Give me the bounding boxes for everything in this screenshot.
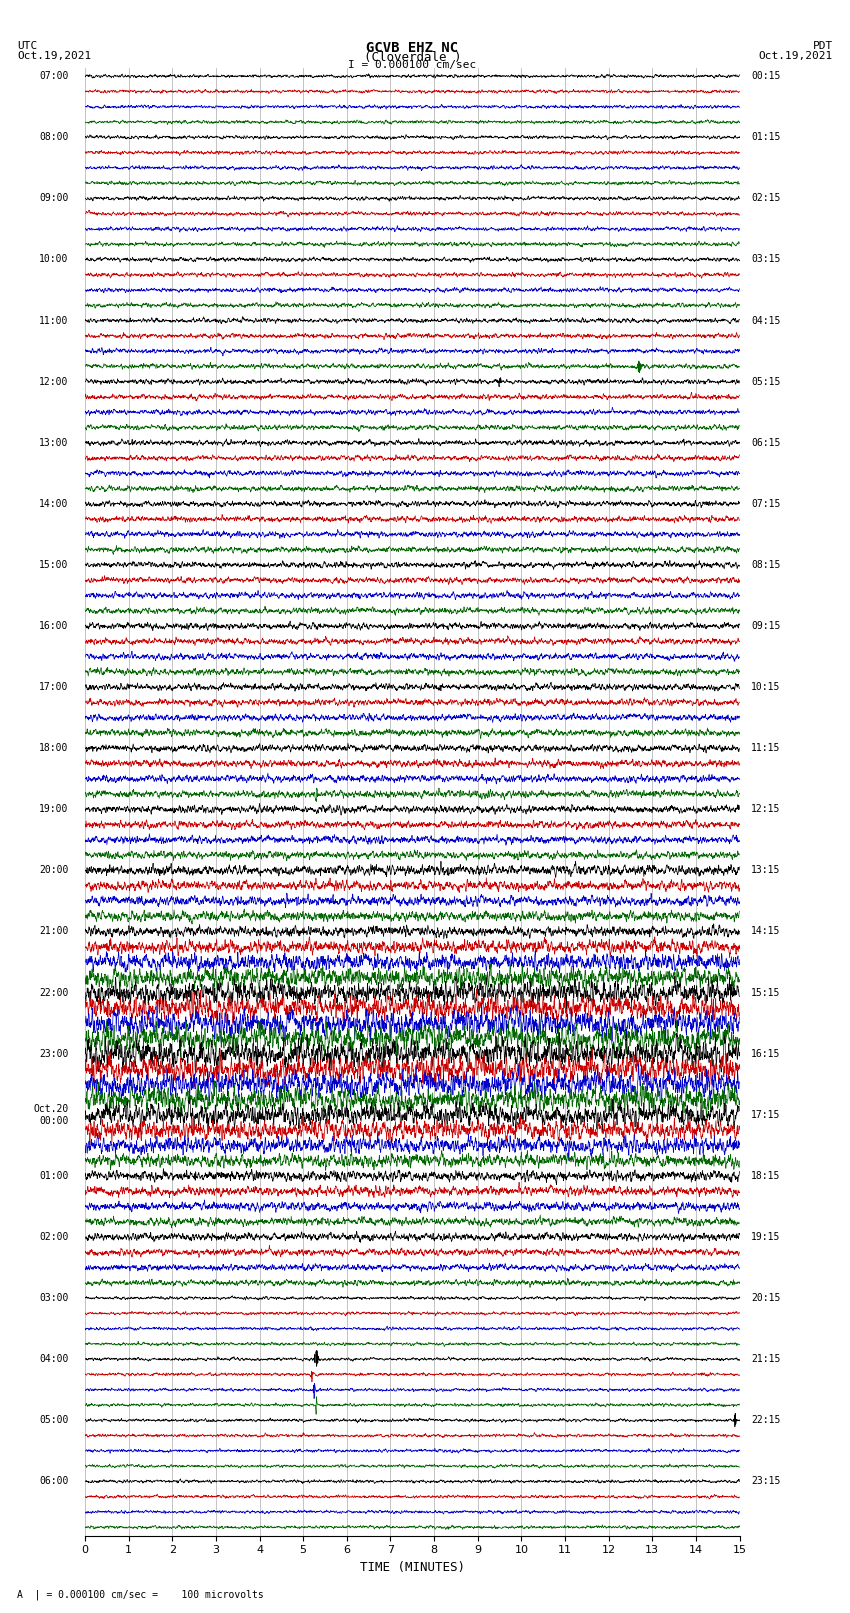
Text: 13:00: 13:00 <box>39 437 69 448</box>
Text: 15:15: 15:15 <box>751 987 780 997</box>
Text: GCVB EHZ NC: GCVB EHZ NC <box>366 40 458 55</box>
Text: 02:00: 02:00 <box>39 1232 69 1242</box>
Text: PDT: PDT <box>813 40 833 52</box>
Text: 22:00: 22:00 <box>39 987 69 997</box>
Text: 12:00: 12:00 <box>39 376 69 387</box>
Text: 03:15: 03:15 <box>751 255 780 265</box>
Text: 19:00: 19:00 <box>39 805 69 815</box>
Text: 17:00: 17:00 <box>39 682 69 692</box>
Text: 05:15: 05:15 <box>751 376 780 387</box>
Text: 06:15: 06:15 <box>751 437 780 448</box>
Text: 21:00: 21:00 <box>39 926 69 937</box>
Text: (Cloverdale ): (Cloverdale ) <box>364 50 461 65</box>
Text: 23:15: 23:15 <box>751 1476 780 1486</box>
Text: 06:00: 06:00 <box>39 1476 69 1486</box>
Text: 18:15: 18:15 <box>751 1171 780 1181</box>
Text: 04:00: 04:00 <box>39 1355 69 1365</box>
Text: 11:00: 11:00 <box>39 316 69 326</box>
Text: I = 0.000100 cm/sec: I = 0.000100 cm/sec <box>348 60 476 69</box>
Text: 07:00: 07:00 <box>39 71 69 81</box>
Text: 20:00: 20:00 <box>39 866 69 876</box>
Text: 00:15: 00:15 <box>751 71 780 81</box>
Text: 08:15: 08:15 <box>751 560 780 569</box>
Text: 17:15: 17:15 <box>751 1110 780 1119</box>
Text: 08:00: 08:00 <box>39 132 69 142</box>
X-axis label: TIME (MINUTES): TIME (MINUTES) <box>360 1561 465 1574</box>
Text: 11:15: 11:15 <box>751 744 780 753</box>
Text: 10:15: 10:15 <box>751 682 780 692</box>
Text: 12:15: 12:15 <box>751 805 780 815</box>
Text: 10:00: 10:00 <box>39 255 69 265</box>
Text: 04:15: 04:15 <box>751 316 780 326</box>
Text: 18:00: 18:00 <box>39 744 69 753</box>
Text: A  | = 0.000100 cm/sec =    100 microvolts: A | = 0.000100 cm/sec = 100 microvolts <box>17 1589 264 1600</box>
Text: 02:15: 02:15 <box>751 194 780 203</box>
Text: 13:15: 13:15 <box>751 866 780 876</box>
Text: 16:00: 16:00 <box>39 621 69 631</box>
Text: 14:00: 14:00 <box>39 498 69 508</box>
Text: 09:15: 09:15 <box>751 621 780 631</box>
Text: 23:00: 23:00 <box>39 1048 69 1058</box>
Text: 07:15: 07:15 <box>751 498 780 508</box>
Text: 15:00: 15:00 <box>39 560 69 569</box>
Text: 01:15: 01:15 <box>751 132 780 142</box>
Text: Oct.19,2021: Oct.19,2021 <box>17 50 91 61</box>
Text: Oct.19,2021: Oct.19,2021 <box>759 50 833 61</box>
Text: 20:15: 20:15 <box>751 1294 780 1303</box>
Text: 16:15: 16:15 <box>751 1048 780 1058</box>
Text: 03:00: 03:00 <box>39 1294 69 1303</box>
Text: 22:15: 22:15 <box>751 1415 780 1426</box>
Text: 09:00: 09:00 <box>39 194 69 203</box>
Text: 21:15: 21:15 <box>751 1355 780 1365</box>
Text: 19:15: 19:15 <box>751 1232 780 1242</box>
Text: UTC: UTC <box>17 40 37 52</box>
Text: 01:00: 01:00 <box>39 1171 69 1181</box>
Text: Oct.20
00:00: Oct.20 00:00 <box>33 1103 69 1126</box>
Text: 05:00: 05:00 <box>39 1415 69 1426</box>
Text: 14:15: 14:15 <box>751 926 780 937</box>
